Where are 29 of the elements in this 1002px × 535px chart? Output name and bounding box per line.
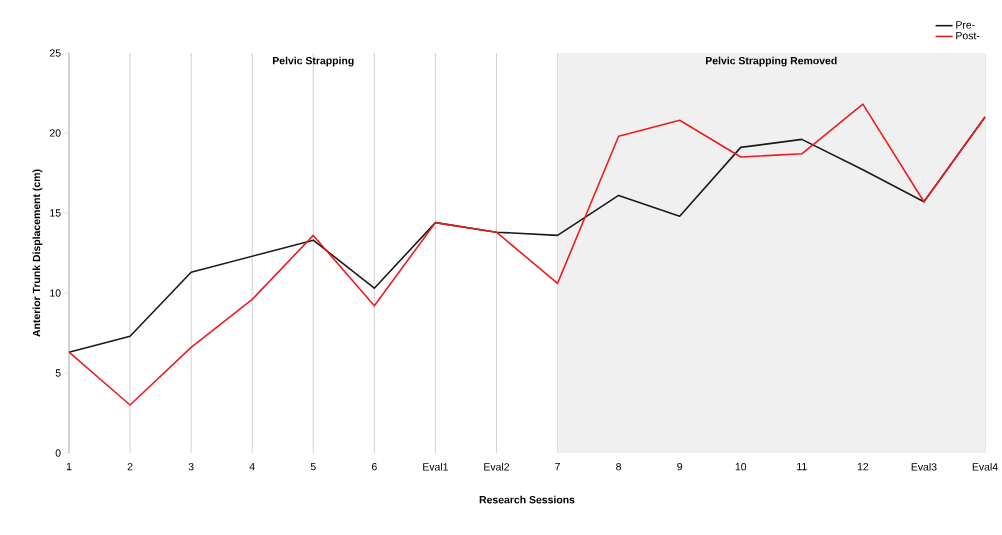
x-tick-label: Eval3 bbox=[911, 462, 937, 471]
x-tick-label: 1 bbox=[66, 462, 72, 471]
y-tick-label: 15 bbox=[50, 209, 61, 217]
x-tick-label: 10 bbox=[735, 462, 747, 471]
x-axis-title: Research Sessions bbox=[479, 495, 575, 504]
y-tick-label: 5 bbox=[55, 369, 61, 377]
y-tick-label: 20 bbox=[49, 129, 61, 137]
legend-label: Post- bbox=[956, 32, 980, 40]
legend-label: Pre- bbox=[956, 21, 975, 29]
x-tick-label: 8 bbox=[616, 462, 622, 471]
x-tick-label: Eval2 bbox=[484, 462, 510, 471]
y-tick-label: 0 bbox=[55, 449, 61, 457]
y-tick-label: 10 bbox=[50, 289, 61, 297]
x-tick-label: 3 bbox=[188, 462, 194, 471]
line-series bbox=[68, 103, 986, 406]
x-tick-label: Eval4 bbox=[972, 462, 998, 471]
y-axis-title: Anterior Trunk Displacement (cm) bbox=[32, 169, 43, 337]
x-tick-label: 9 bbox=[677, 462, 683, 471]
x-tick-label: 6 bbox=[371, 462, 377, 471]
x-tick-label: Eval1 bbox=[423, 462, 448, 471]
band-label: Pelvic Strapping Removed bbox=[706, 56, 837, 67]
x-tick-label: 11 bbox=[797, 462, 807, 471]
x-tick-label: 7 bbox=[555, 462, 560, 471]
x-tick-label: 12 bbox=[857, 462, 869, 471]
x-tick-label: 4 bbox=[249, 462, 255, 471]
x-tick-label: 5 bbox=[310, 462, 316, 471]
x-tick-label: 2 bbox=[127, 462, 133, 471]
annotation: Pelvic Strapping bbox=[272, 56, 354, 67]
y-tick-label: 25 bbox=[49, 49, 61, 57]
